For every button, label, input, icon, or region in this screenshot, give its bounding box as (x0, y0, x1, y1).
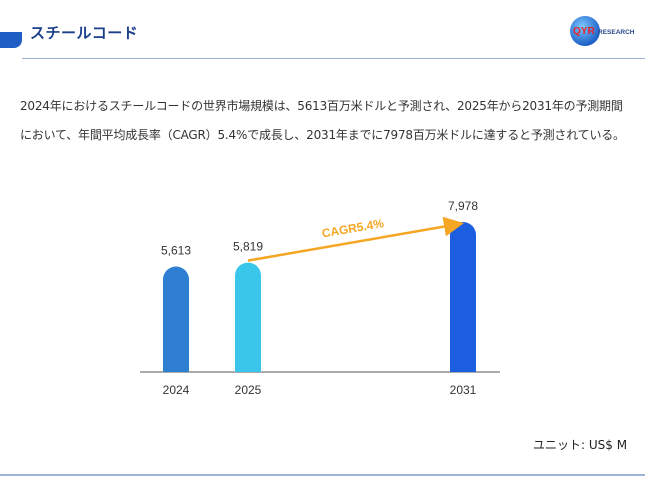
category-label-2031: 2031 (450, 383, 477, 397)
logo-text: RESEARCH (598, 29, 635, 36)
market-description: 2024年におけるスチールコードの世界市場規模は、5613百万米ドルと予測され、… (20, 99, 625, 142)
cagr-label: CAGR5.4% (321, 216, 385, 241)
unit-label: ユニット: US$ M (533, 438, 628, 452)
footer-divider (0, 474, 645, 476)
category-label-2025: 2025 (235, 383, 262, 397)
category-label-2024: 2024 (163, 383, 190, 397)
value-label-2025: 5,819 (233, 240, 263, 254)
bar-2025 (235, 262, 261, 372)
header: スチールコード QYR RESEARCH (0, 0, 645, 62)
value-label-2031: 7,978 (448, 199, 478, 213)
logo-globe-icon (570, 16, 600, 46)
bar-2031 (450, 222, 476, 372)
page-title: スチールコード (30, 24, 139, 42)
logo-mark: QYR (573, 26, 595, 37)
value-label-2024: 5,613 (161, 243, 191, 257)
cagr-arrow (247, 216, 464, 262)
bar-2024 (163, 266, 189, 372)
header-divider (22, 58, 645, 59)
qyr-research-logo: QYR RESEARCH (566, 16, 636, 52)
header-accent (0, 32, 22, 48)
